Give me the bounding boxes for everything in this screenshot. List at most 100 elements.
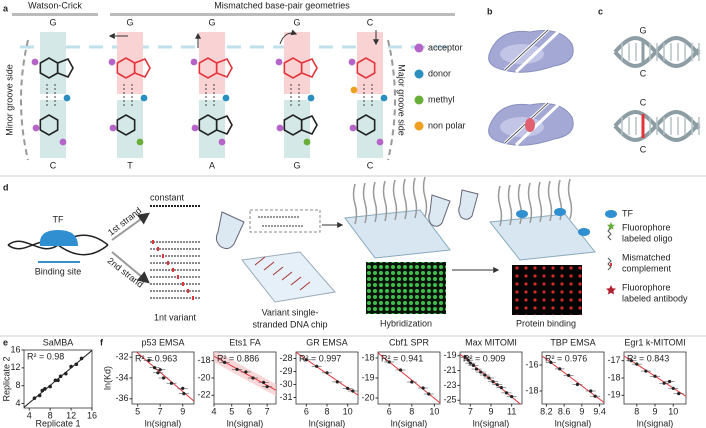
point [671,386,675,390]
x-tick-label: 10 [668,406,678,416]
point [487,376,491,380]
point [304,358,308,362]
point [504,391,509,395]
r2-label: R² = 0.941 [381,353,423,363]
arrow [111,251,150,284]
base-ring [215,58,233,78]
y-tick-label: 8 [15,380,20,390]
variant-nt [187,289,189,293]
point [468,361,472,365]
point [156,371,160,375]
atom-dot [222,94,230,102]
atom-dot [348,58,356,66]
legend-star [607,222,615,230]
atom-dot [303,138,311,146]
x-tick-label: 6 [304,406,309,416]
legend-complement [607,257,612,271]
y-tick-label: -28 [279,353,292,363]
point [471,363,476,367]
x-tick-label: 6 [247,406,252,416]
point [181,386,185,390]
legend-label: methyl [428,94,455,104]
atom-dot [349,124,357,132]
helix-axis [504,29,549,71]
point [677,392,681,396]
r2-label: R² = 0.976 [545,353,587,363]
point [152,366,157,370]
probe [547,180,553,222]
base-letter: A [209,160,215,170]
highlight [199,32,225,94]
chip-strand [254,256,266,266]
point [37,393,42,398]
atom-dot [218,138,226,146]
base-ring [356,114,376,136]
probe [402,178,408,220]
x-tick-label: 5 [229,406,234,416]
point [644,369,648,373]
site-label: Binding site [35,266,82,276]
point [549,360,553,364]
x-tick-label: 4 [211,406,216,416]
legend-label: donor [428,68,451,78]
atom-dot [136,138,144,146]
x-axis-label: ln(signal) [555,418,592,428]
y-tick-label: 4 [15,398,20,408]
x-tick-label: 7 [265,406,270,416]
plot-title: Ets1 FA [229,337,261,347]
probe [382,180,388,222]
side-label: Major groove side [397,64,407,136]
point [235,367,239,371]
variant-nt [162,254,164,258]
x-tick-label: 8 [48,410,53,420]
point [58,374,63,379]
variant-nt [177,275,179,279]
x-axis-label: ln(signal) [473,418,510,428]
highlight [40,32,66,94]
chip [489,213,596,261]
y-tick-label: -25 [443,395,456,405]
arrow [111,212,150,241]
atom-dot [109,124,117,132]
variant-nt [167,261,169,265]
base-ring [116,114,136,136]
point [223,360,227,364]
groove-arc [387,39,396,161]
point [387,360,391,364]
point [32,396,37,400]
base-letter: G [293,17,300,27]
point [491,380,495,384]
chip [241,251,336,303]
x-axis-label: ln(signal) [637,418,674,428]
groove-arc [20,39,29,161]
base-letter: C [50,160,57,170]
point [421,386,425,390]
plot-title: Cbf1 SPR [389,337,430,347]
base-letter: G [126,17,133,27]
r2-label: R² = 0.886 [217,353,259,363]
point [653,374,657,378]
y-axis-label: Replicate 2 [1,356,11,401]
base-letter: G [293,160,300,170]
point [351,389,355,393]
atom-dot [275,58,283,66]
chip-strand [263,261,275,271]
base-letter: C [640,68,647,78]
point [244,370,248,374]
point [479,370,483,374]
panel-label: c [598,6,603,16]
atom-dot [191,124,199,132]
plot-title: Egr1 k-MITOMI [624,337,685,347]
highlight [284,100,310,158]
point [483,373,487,377]
header-bar [12,13,98,16]
atom-dot [190,58,198,66]
point [40,388,45,393]
header-bar [110,13,455,16]
point [262,380,266,384]
r2-label: R² = 0.98 [27,351,64,361]
point [161,376,166,380]
plot-frame [23,349,93,409]
chip [344,209,451,259]
